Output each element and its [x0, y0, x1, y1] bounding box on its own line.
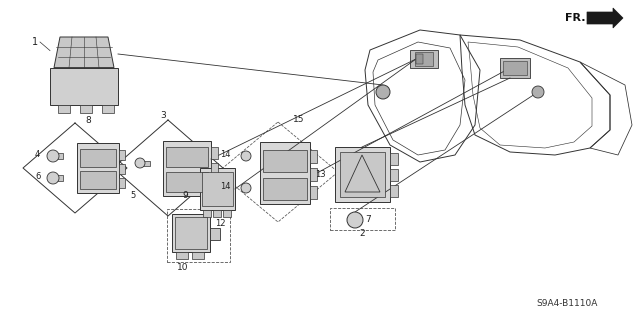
- Bar: [310, 150, 317, 163]
- Bar: [410, 50, 438, 68]
- Bar: [119, 178, 125, 188]
- Bar: [310, 186, 317, 199]
- Circle shape: [47, 150, 59, 162]
- Bar: [49, 175, 63, 181]
- Bar: [211, 147, 218, 159]
- Text: 10: 10: [177, 262, 189, 271]
- Text: 8: 8: [85, 116, 91, 124]
- Bar: [50, 68, 118, 105]
- Bar: [223, 210, 231, 217]
- Bar: [416, 54, 423, 64]
- Bar: [58, 105, 70, 113]
- Bar: [163, 141, 211, 196]
- Circle shape: [241, 151, 251, 161]
- Circle shape: [135, 158, 145, 168]
- Text: 14: 14: [220, 149, 230, 158]
- Bar: [263, 178, 307, 200]
- Bar: [330, 208, 395, 230]
- Bar: [49, 153, 63, 159]
- Text: 5: 5: [130, 191, 135, 201]
- Bar: [80, 171, 116, 189]
- Bar: [335, 147, 390, 202]
- Circle shape: [532, 86, 544, 98]
- Bar: [176, 252, 188, 259]
- Bar: [213, 210, 221, 217]
- Bar: [390, 185, 398, 197]
- Circle shape: [47, 172, 59, 184]
- Bar: [138, 161, 150, 166]
- Bar: [119, 150, 125, 160]
- Text: 12: 12: [215, 220, 225, 228]
- Bar: [77, 143, 119, 193]
- Text: 14: 14: [220, 181, 230, 190]
- Bar: [200, 168, 235, 210]
- Text: 1: 1: [32, 37, 38, 47]
- Bar: [102, 105, 114, 113]
- Text: FR.: FR.: [564, 13, 585, 23]
- Bar: [202, 172, 233, 206]
- Text: 6: 6: [35, 172, 40, 180]
- Bar: [260, 142, 310, 204]
- Bar: [172, 214, 210, 252]
- Polygon shape: [54, 37, 114, 68]
- Bar: [166, 147, 208, 167]
- Bar: [415, 52, 433, 66]
- Bar: [263, 150, 307, 172]
- Bar: [340, 152, 385, 197]
- Bar: [390, 153, 398, 165]
- Bar: [203, 210, 211, 217]
- Text: S9A4-B1110A: S9A4-B1110A: [536, 299, 598, 308]
- Bar: [211, 179, 218, 191]
- Bar: [210, 228, 220, 240]
- Bar: [192, 252, 204, 259]
- Bar: [166, 172, 208, 192]
- Circle shape: [376, 85, 390, 99]
- Text: 13: 13: [315, 170, 326, 179]
- Bar: [310, 168, 317, 181]
- Bar: [211, 163, 218, 175]
- Text: 7: 7: [365, 215, 371, 225]
- Text: 4: 4: [35, 149, 40, 158]
- Polygon shape: [587, 8, 623, 28]
- Bar: [80, 149, 116, 167]
- Text: 9: 9: [182, 190, 188, 199]
- Bar: [175, 217, 207, 249]
- Bar: [390, 169, 398, 181]
- Bar: [119, 164, 125, 174]
- Circle shape: [347, 212, 363, 228]
- Bar: [503, 61, 527, 75]
- Bar: [167, 209, 230, 262]
- Bar: [80, 105, 92, 113]
- Circle shape: [241, 183, 251, 193]
- Text: 3: 3: [160, 110, 166, 119]
- Bar: [500, 58, 530, 78]
- Text: 2: 2: [359, 229, 365, 238]
- Text: 15: 15: [293, 115, 305, 124]
